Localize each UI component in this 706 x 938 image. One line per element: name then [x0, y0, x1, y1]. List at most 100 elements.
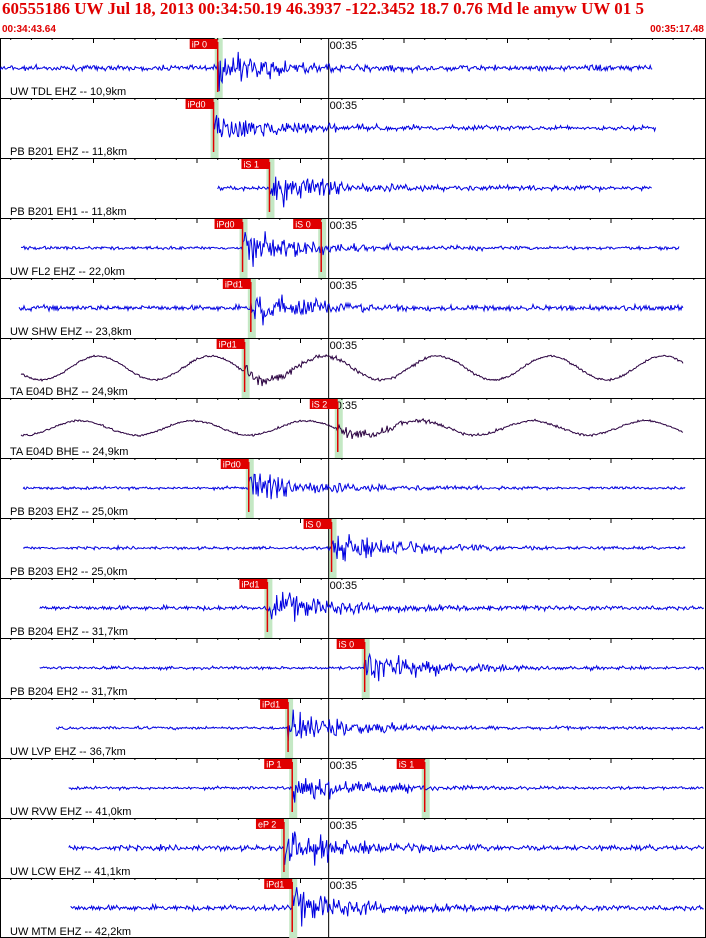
trace-row: 00:35 iPd1 TA E04D BHZ -- 24,9km [0, 338, 706, 398]
pick-window [266, 158, 275, 218]
window-start-time: 00:34:43.64 [2, 24, 56, 35]
minute-label: 00:35 [330, 760, 358, 772]
pick-label-box [222, 279, 251, 289]
waveform [68, 831, 705, 866]
minute-label: 00:35 [330, 580, 358, 592]
pick-window [421, 758, 430, 818]
trace-row: 00:35 iPd0 iS 0 UW FL2 EHZ -- 22,0km [0, 218, 706, 278]
waveform [70, 887, 704, 927]
pick-label: iS 0 [339, 640, 355, 650]
pick-label-box [264, 759, 293, 769]
pick-label-box [241, 159, 270, 169]
pick-label: iPd0 [188, 100, 206, 110]
waveform [68, 778, 704, 803]
pick-label-box [189, 39, 218, 49]
pick-label-box [264, 879, 293, 889]
trace-row: iPd0 PB B203 EHZ -- 25,0km [0, 458, 706, 518]
pick-label: iPd0 [223, 460, 241, 470]
station-label: PB B201 EH1 -- 11,8km [10, 206, 127, 218]
station-label: PB B203 EH2 -- 25,0km [10, 566, 127, 578]
minute-label: 00:35 [330, 280, 358, 292]
pick-label: iPd1 [241, 580, 259, 590]
pick-window [361, 638, 370, 698]
waveform [22, 473, 686, 500]
pick-label-box [220, 459, 249, 469]
station-label: TA E04D BHE -- 24,9km [10, 446, 128, 458]
station-label: UW FL2 EHZ -- 22,0km [10, 266, 125, 278]
station-label: UW TDL EHZ -- 10,9km [10, 86, 126, 98]
pick-label-box [255, 819, 284, 829]
pick-label: iPd1 [266, 880, 284, 890]
trace-row: 00:35 iP 0 UW TDL EHZ -- 10,9km [0, 38, 695, 98]
pick-window [264, 578, 273, 638]
station-label: PB B204 EHZ -- 31,7km [10, 626, 128, 638]
waveform [20, 353, 684, 387]
pick-label-box [303, 519, 332, 529]
pick-label-box [293, 219, 322, 229]
seismogram-panel: 00:35 iP 0 UW TDL EHZ -- 10,9km 00:35 iPd0 PB… [0, 38, 706, 938]
station-label: TA E04D BHZ -- 24,9km [10, 386, 128, 398]
trace-row: iPd1 UW LVP EHZ -- 36,7km [0, 698, 706, 758]
station-label: UW MTM EHZ -- 42,2km [10, 926, 131, 938]
station-label: PB B203 EHZ -- 25,0km [10, 506, 128, 518]
minute-label: 00:35 [330, 40, 358, 52]
pick-label: iS 2 [312, 400, 328, 410]
window-end-time: 00:35:17.48 [650, 24, 704, 35]
pick-label-box [260, 699, 289, 709]
pick-label: eP 2 [258, 820, 276, 830]
station-label: UW RVW EHZ -- 41,0km [10, 806, 131, 818]
pick-label: iP 1 [266, 760, 281, 770]
pick-label-box [336, 639, 365, 649]
waveform [0, 51, 653, 92]
trace-row: 00:35 iPd1 UW SHW EHZ -- 23,8km [0, 278, 706, 338]
pick-label-box [214, 219, 243, 229]
waveform [20, 231, 680, 267]
trace-row: 00:35 eP 2 UW LCW EHZ -- 41,1km [0, 818, 706, 878]
pick-label: iPd0 [217, 220, 235, 230]
event-title: 60555186 UW Jul 18, 2013 00:34:50.19 46.… [2, 0, 645, 18]
minute-label: 00:35 [330, 340, 358, 352]
trace-row: iS 1 PB B201 EH1 -- 11,8km [0, 158, 706, 218]
trace-row: 00:35 iPd1 UW MTM EHZ -- 42,2km [0, 878, 706, 938]
pick-label-box [309, 399, 338, 409]
pick-window [328, 518, 337, 578]
waveform [39, 652, 705, 682]
minute-label: 00:35 [330, 100, 358, 112]
pick-label: iS 1 [243, 160, 259, 170]
station-label: PB B201 EHZ -- 11,8km [10, 146, 127, 158]
waveform [55, 709, 704, 741]
pick-window [289, 758, 298, 818]
pick-label: iS 1 [399, 760, 415, 770]
minute-label: 00:35 [330, 220, 358, 232]
pick-window [239, 218, 248, 278]
trace-row: iS 0 PB B203 EH2 -- 25,0km [0, 518, 706, 578]
pick-label: iS 0 [295, 220, 311, 230]
pick-window [289, 878, 298, 938]
minute-label: 00:35 [330, 880, 358, 892]
station-label: UW SHW EHZ -- 23,8km [10, 326, 132, 338]
pick-label-box [239, 579, 268, 589]
waveform [217, 176, 652, 208]
trace-row: 00:35 iPd0 PB B201 EHZ -- 11,8km [0, 98, 706, 158]
pick-label: iS 0 [306, 520, 322, 530]
minute-label: 00:35 [330, 820, 358, 832]
pick-window [280, 818, 289, 878]
pick-window [245, 458, 254, 518]
pick-label-box [396, 759, 425, 769]
waveform [22, 534, 686, 562]
waveform [39, 591, 705, 622]
waveform [213, 115, 657, 138]
waveform [20, 417, 684, 440]
trace-row: 00:35 iPd1 PB B204 EHZ -- 31,7km [0, 578, 706, 638]
pick-label: iPd1 [219, 340, 237, 350]
pick-label: iPd1 [262, 700, 280, 710]
pick-label: iP 0 [192, 40, 207, 50]
record-header: 60555186 UW Jul 18, 2013 00:34:50.19 46.… [0, 0, 706, 38]
pick-label-box [185, 99, 214, 109]
waveform [18, 294, 684, 326]
station-label: PB B204 EH2 -- 31,7km [10, 686, 127, 698]
pick-label: iPd1 [225, 280, 243, 290]
station-label: UW LVP EHZ -- 36,7km [10, 746, 126, 758]
station-label: UW LCW EHZ -- 41,1km [10, 866, 130, 878]
